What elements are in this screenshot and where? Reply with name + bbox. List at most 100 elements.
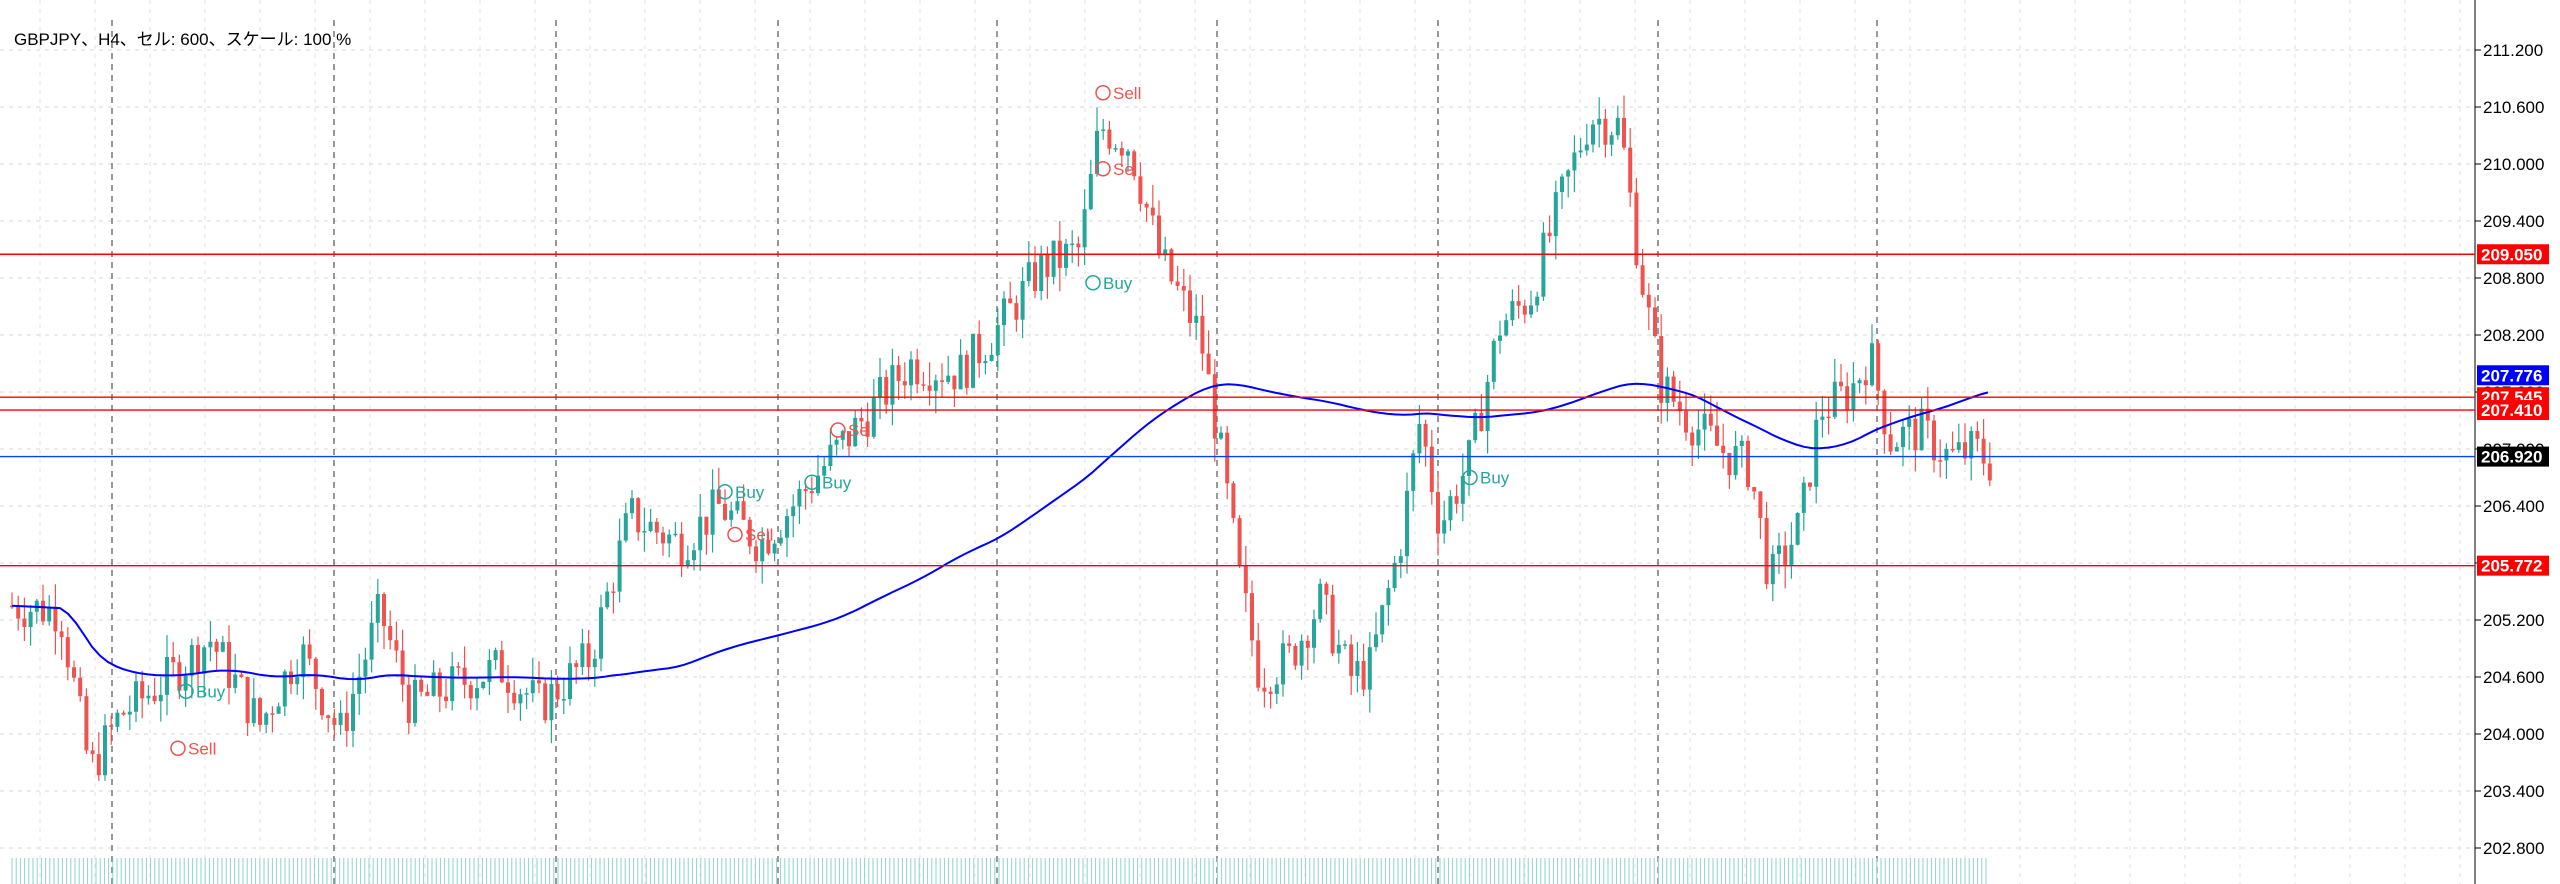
candle-body — [1113, 148, 1118, 150]
candle-body — [462, 667, 467, 685]
candle-body — [1200, 315, 1205, 354]
candle-body — [1107, 129, 1112, 149]
candle-body — [1256, 640, 1261, 688]
candle-body — [574, 663, 579, 668]
signal-label: Buy — [1103, 274, 1133, 293]
candle-body — [1498, 335, 1502, 341]
candle-body — [363, 659, 368, 677]
candle-body — [406, 684, 411, 723]
candle-body — [1473, 412, 1478, 441]
candle-body — [1237, 518, 1242, 566]
candle-body — [890, 365, 895, 405]
candle-body — [865, 421, 870, 437]
candle-body — [1144, 203, 1149, 208]
candle-body — [1919, 408, 1924, 451]
candle-body — [233, 674, 238, 688]
candle-body — [1987, 463, 1992, 481]
candle-body — [1243, 565, 1248, 594]
candle-body — [704, 516, 709, 535]
candle-body — [1175, 281, 1180, 286]
candle-body — [1870, 343, 1874, 386]
candle-body — [1020, 281, 1025, 320]
candle-body — [1070, 243, 1075, 246]
candle-body — [1975, 431, 1980, 439]
signal-label: Sell — [745, 526, 773, 545]
price-tag-label: 206.920 — [2481, 448, 2542, 467]
candle-body — [1572, 152, 1577, 171]
candle-body — [1250, 593, 1254, 641]
candle-body — [90, 750, 95, 755]
candle-body — [555, 684, 560, 700]
candle-body — [1665, 376, 1670, 403]
candle-body — [648, 521, 653, 531]
candle-body — [41, 600, 45, 622]
candle-body — [952, 375, 957, 390]
candle-body — [382, 594, 386, 627]
price-tick-label: 204.000 — [2483, 725, 2544, 744]
candle-body — [1225, 432, 1230, 484]
candle-body — [995, 325, 1000, 355]
candle-body — [1504, 320, 1509, 336]
candle-body — [1281, 643, 1285, 685]
candle-body — [989, 354, 994, 361]
candle-body — [1634, 192, 1639, 266]
candle-body — [1746, 440, 1750, 488]
candle-body — [834, 439, 839, 445]
candle-body — [146, 695, 151, 699]
candle-body — [958, 354, 963, 390]
candle-body — [1783, 545, 1788, 565]
candle-body — [692, 550, 696, 561]
candle-body — [1008, 298, 1013, 304]
candle-body — [1392, 562, 1397, 588]
candle-body — [1640, 265, 1645, 295]
candle-body — [1547, 232, 1552, 237]
signal-marker — [727, 526, 743, 543]
candle-body — [1132, 151, 1137, 177]
candle-body — [307, 644, 312, 659]
candle-body — [1274, 684, 1279, 694]
candle-body — [673, 533, 678, 536]
candle-body — [1454, 496, 1459, 504]
candle-body — [1752, 487, 1757, 492]
candle-body — [1907, 418, 1912, 427]
candle-body — [599, 607, 603, 659]
candle-body — [301, 644, 306, 678]
candle-body — [1913, 418, 1918, 451]
candle-body — [1944, 448, 1949, 461]
candle-body — [797, 489, 802, 507]
candle-body — [1832, 381, 1837, 417]
candle-body — [766, 539, 771, 554]
candle-body — [1938, 460, 1943, 462]
candle-body — [611, 591, 616, 593]
candle-body — [1039, 253, 1044, 292]
signal-label: Buy — [822, 473, 852, 492]
candle-body — [258, 698, 262, 725]
price-tag — [2477, 446, 2549, 467]
price-tag — [2477, 555, 2549, 576]
candle-body — [444, 696, 448, 702]
candle-body — [1051, 240, 1056, 277]
candle-body — [1417, 423, 1422, 454]
candle-body — [344, 712, 349, 732]
candle-body — [568, 663, 572, 700]
candle-body — [245, 676, 250, 724]
candle-body — [927, 385, 932, 391]
candle-body — [1126, 151, 1130, 156]
candle-body — [1789, 544, 1794, 565]
candle-body — [1398, 556, 1403, 563]
candle-body — [1361, 660, 1366, 690]
candle-body — [561, 699, 566, 701]
candle-body — [809, 491, 814, 494]
candle-body — [220, 642, 225, 652]
candle-body — [524, 693, 529, 695]
candle-body — [413, 679, 417, 723]
signal-label: Sell — [1113, 84, 1141, 103]
candle-body — [1653, 307, 1657, 337]
candle-body — [902, 381, 907, 386]
candle-body — [357, 676, 362, 694]
candle-body — [189, 645, 194, 676]
candle-body — [1026, 262, 1031, 282]
signal-marker — [170, 740, 186, 756]
